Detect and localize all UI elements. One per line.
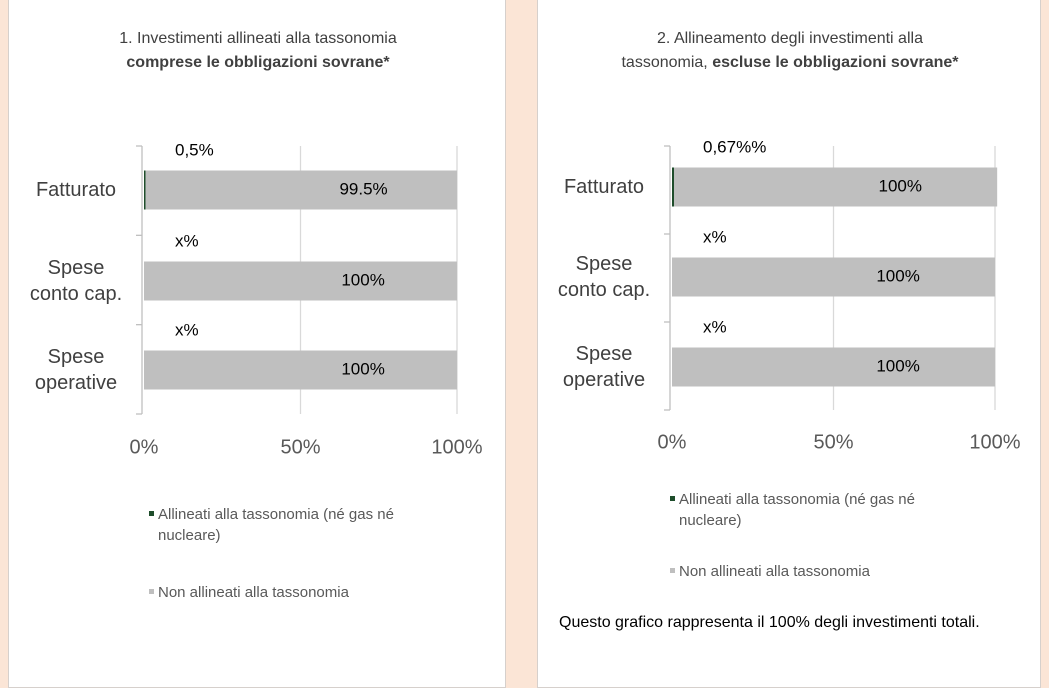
chart-panel: 2. Allineamento degli investimenti alla … [537, 0, 1041, 688]
data-label: 100% [876, 266, 919, 285]
data-label: 100% [879, 176, 922, 195]
legend-item: Allineati alla tassonomia (né gas né nuc… [149, 504, 408, 546]
title-bold: escluse le obbligazioni sovrane* [712, 54, 959, 71]
title-text: 2. Allineamento degli investimenti alla … [621, 30, 923, 71]
data-label: x% [175, 320, 199, 339]
x-tick-label: 50% [280, 436, 320, 458]
x-tick-label: 0% [130, 436, 159, 458]
y-tick-label: Fatturato [563, 176, 645, 198]
y-tick-label: Spese conto cap. [557, 253, 651, 301]
x-tick-label: 50% [813, 431, 853, 453]
chart-panel: 1. Investimenti allineati alla tassonomi… [8, 0, 506, 688]
y-tick-label: Fatturato [35, 179, 117, 201]
chart-title: 2. Allineamento degli investimenti alla … [615, 27, 965, 75]
data-label: 0,67%% [703, 137, 766, 156]
data-label: x% [703, 317, 727, 336]
legend-item: Non allineati alla tassonomia [149, 582, 408, 603]
chart: 0% 50% 100% 0,67%% 100% x% 100% x% 100% [658, 137, 1021, 453]
legend-swatch [149, 589, 154, 594]
legend-swatch [670, 568, 675, 573]
data-label: 100% [341, 270, 384, 289]
bar-segment [674, 167, 998, 207]
y-tick-label: Spese conto cap. [29, 257, 123, 305]
title-text: 1. Investimenti allineati alla tassonomi… [119, 30, 397, 47]
bar-segment [672, 347, 995, 387]
bar-segment [144, 170, 146, 210]
legend-item: Non allineati alla tassonomia [670, 561, 929, 582]
data-label: x% [703, 227, 727, 246]
bar-segment [672, 167, 675, 207]
data-label: 100% [876, 356, 919, 375]
x-tick-label: 0% [658, 431, 687, 453]
legend-label: Non allineati alla tassonomia [158, 584, 349, 601]
note: Questo grafico rappresenta il 100% degli… [559, 614, 980, 631]
legend-swatch [149, 511, 154, 516]
x-tick-label: 100% [969, 431, 1020, 453]
bar-segment [672, 257, 995, 297]
chart-title: 1. Investimenti allineati alla tassonomi… [83, 27, 433, 75]
legend-item: Allineati alla tassonomia (né gas né nuc… [670, 489, 929, 531]
chart: 0% 50% 100% 0,5% 99.5% x% 100% x% 100% [130, 140, 483, 458]
bar-segment [145, 170, 457, 210]
title-bold: comprese le obbligazioni sovrane* [126, 54, 390, 71]
bar-segment [144, 261, 457, 301]
legend-label: Non allineati alla tassonomia [679, 563, 870, 580]
legend-swatch [670, 496, 675, 501]
data-label: 99.5% [339, 179, 387, 198]
bar-segment [144, 350, 457, 390]
y-tick-label: Spese operative [34, 346, 118, 394]
x-tick-label: 100% [431, 436, 482, 458]
data-label: 0,5% [175, 140, 214, 159]
legend-label: Allineati alla tassonomia (né gas né nuc… [158, 506, 394, 544]
legend-label: Allineati alla tassonomia (né gas né nuc… [679, 491, 915, 529]
y-tick-label: Spese operative [562, 343, 646, 391]
data-label: 100% [341, 359, 384, 378]
data-label: x% [175, 231, 199, 250]
